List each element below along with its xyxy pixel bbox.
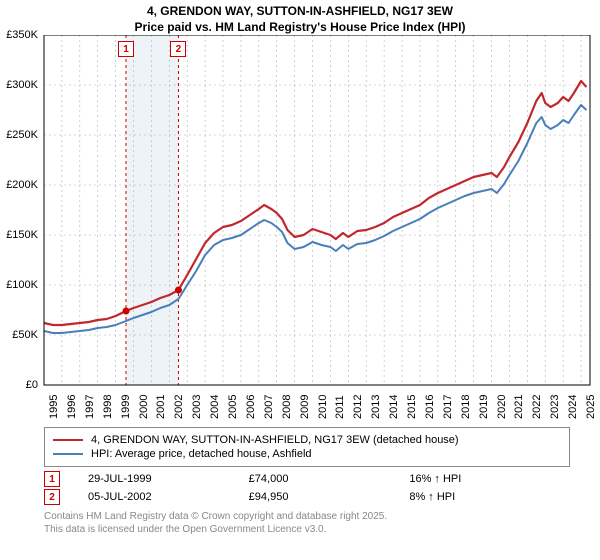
x-tick-label: 1995 — [48, 395, 60, 419]
x-tick-label: 2010 — [317, 395, 329, 419]
chart-container: 4, GRENDON WAY, SUTTON-IN-ASHFIELD, NG17… — [0, 0, 600, 560]
footer: Contains HM Land Registry data © Crown c… — [44, 511, 570, 536]
chart-title: 4, GRENDON WAY, SUTTON-IN-ASHFIELD, NG17… — [0, 0, 600, 35]
legend-label-1: 4, GRENDON WAY, SUTTON-IN-ASHFIELD, NG17… — [91, 434, 459, 446]
x-tick-label: 2018 — [460, 395, 472, 419]
x-tick-label: 1998 — [102, 395, 114, 419]
x-tick-label: 2019 — [478, 395, 490, 419]
chart-area: £0£50K£100K£150K£200K£250K£300K£350K1995… — [0, 35, 600, 425]
x-tick-label: 1997 — [84, 395, 96, 419]
row-delta-1: 16% ↑ HPI — [409, 473, 570, 485]
x-tick-label: 2025 — [585, 395, 597, 419]
y-tick-label: £150K — [6, 229, 38, 241]
x-tick-label: 1996 — [66, 395, 78, 419]
y-tick-label: £50K — [12, 329, 38, 341]
x-tick-label: 2014 — [388, 395, 400, 419]
data-row-1: 1 29-JUL-1999 £74,000 16% ↑ HPI — [44, 471, 570, 487]
x-tick-label: 2020 — [496, 395, 508, 419]
x-tick-label: 2004 — [209, 395, 221, 419]
data-row-2: 2 05-JUL-2002 £94,950 8% ↑ HPI — [44, 489, 570, 505]
row-date-1: 29-JUL-1999 — [88, 473, 249, 485]
row-price-2: £94,950 — [249, 491, 410, 503]
row-marker-2: 2 — [44, 489, 60, 505]
legend-row-2: HPI: Average price, detached house, Ashf… — [53, 448, 561, 460]
data-table: 1 29-JUL-1999 £74,000 16% ↑ HPI 2 05-JUL… — [44, 471, 570, 505]
y-tick-label: £200K — [6, 179, 38, 191]
y-tick-label: £300K — [6, 79, 38, 91]
footer-line-2: This data is licensed under the Open Gov… — [44, 524, 570, 537]
y-tick-label: £350K — [6, 29, 38, 41]
x-tick-label: 2024 — [567, 395, 579, 419]
title-line-1: 4, GRENDON WAY, SUTTON-IN-ASHFIELD, NG17… — [0, 4, 600, 20]
x-tick-label: 2012 — [352, 395, 364, 419]
x-tick-label: 2000 — [138, 395, 150, 419]
legend-swatch-2 — [53, 453, 83, 455]
x-tick-label: 1999 — [120, 395, 132, 419]
x-tick-label: 2009 — [299, 395, 311, 419]
x-tick-label: 2015 — [406, 395, 418, 419]
x-tick-label: 2007 — [263, 395, 275, 419]
x-tick-label: 2011 — [334, 396, 346, 420]
row-price-1: £74,000 — [249, 473, 410, 485]
row-delta-2: 8% ↑ HPI — [409, 491, 570, 503]
y-tick-label: £0 — [26, 379, 38, 391]
title-line-2: Price paid vs. HM Land Registry's House … — [0, 20, 600, 36]
x-tick-label: 2017 — [442, 395, 454, 419]
x-tick-label: 2001 — [155, 395, 167, 419]
x-tick-label: 2021 — [513, 395, 525, 419]
x-tick-label: 2023 — [549, 395, 561, 419]
y-tick-label: £250K — [6, 129, 38, 141]
event-marker: 1 — [118, 41, 134, 57]
x-tick-label: 2022 — [531, 395, 543, 419]
x-tick-label: 2005 — [227, 395, 239, 419]
x-tick-label: 2002 — [173, 395, 185, 419]
row-date-2: 05-JUL-2002 — [88, 491, 249, 503]
x-tick-label: 2013 — [370, 395, 382, 419]
event-marker: 2 — [170, 41, 186, 57]
x-tick-label: 2006 — [245, 395, 257, 419]
legend: 4, GRENDON WAY, SUTTON-IN-ASHFIELD, NG17… — [44, 427, 570, 467]
legend-label-2: HPI: Average price, detached house, Ashf… — [91, 448, 312, 460]
y-tick-label: £100K — [6, 279, 38, 291]
legend-swatch-1 — [53, 439, 83, 441]
footer-line-1: Contains HM Land Registry data © Crown c… — [44, 511, 570, 524]
legend-row-1: 4, GRENDON WAY, SUTTON-IN-ASHFIELD, NG17… — [53, 434, 561, 446]
x-tick-label: 2003 — [191, 395, 203, 419]
row-marker-1: 1 — [44, 471, 60, 487]
x-tick-label: 2016 — [424, 395, 436, 419]
x-tick-label: 2008 — [281, 395, 293, 419]
